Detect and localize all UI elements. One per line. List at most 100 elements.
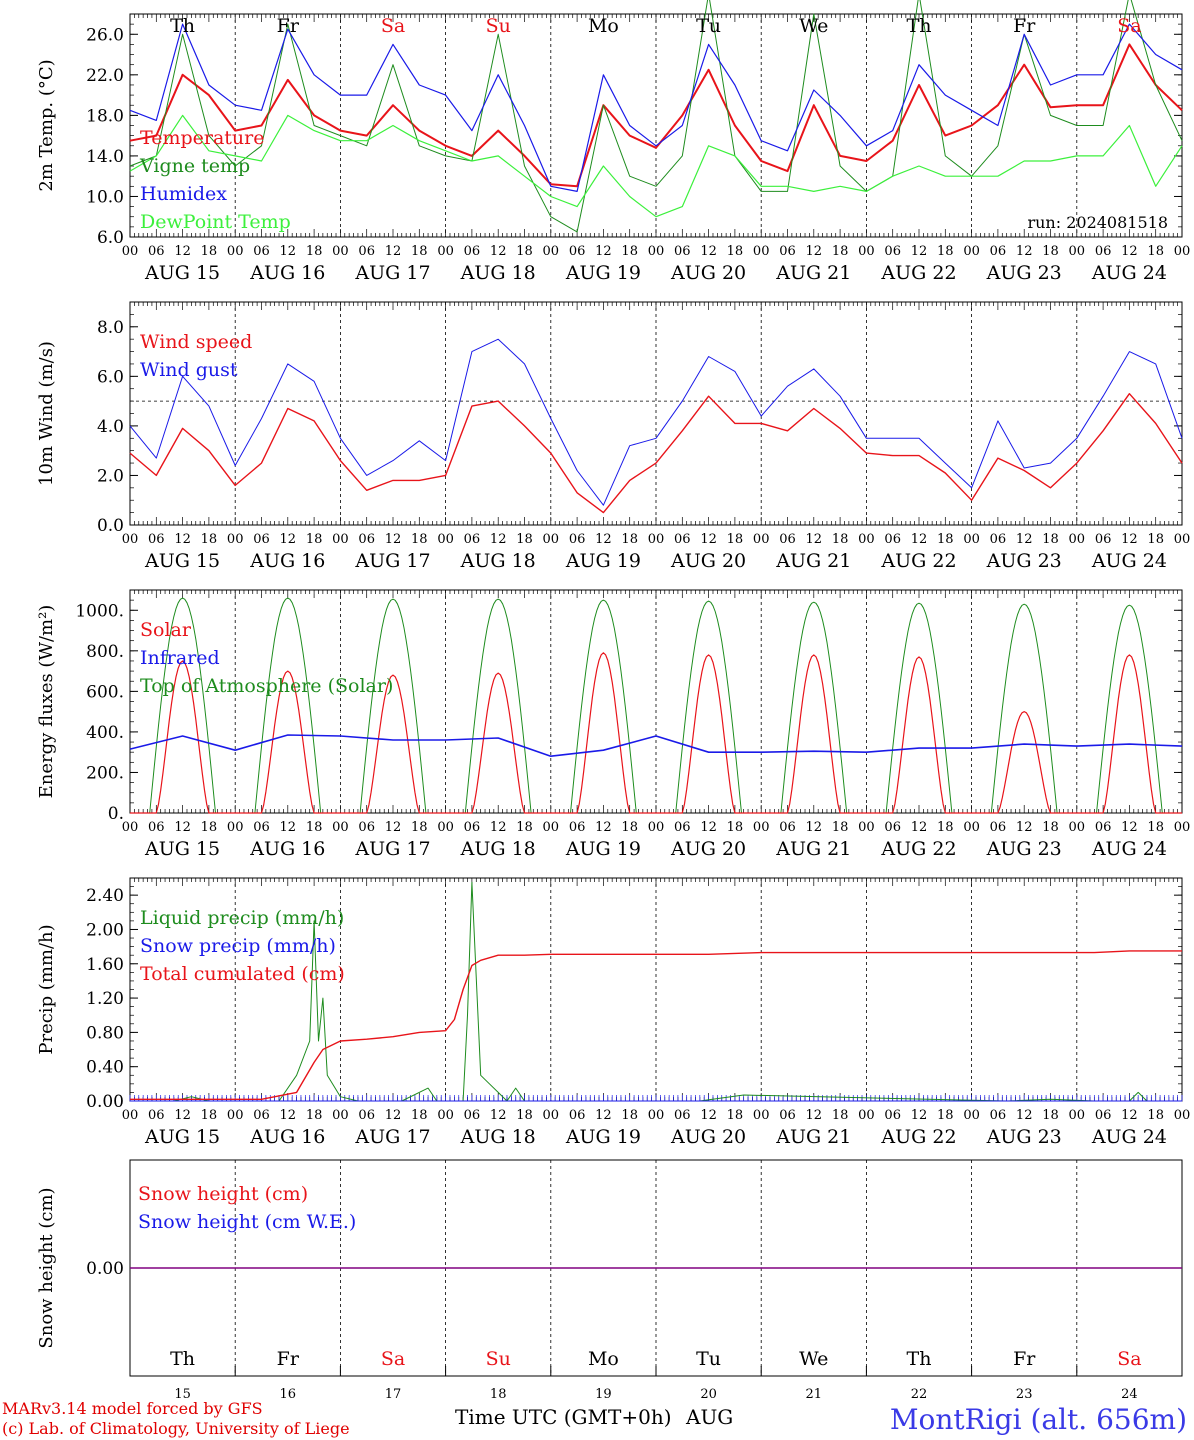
wind-hour-label: 00 xyxy=(437,532,454,547)
snow-day-number: 16 xyxy=(280,1387,297,1402)
snow-weekday-label: Su xyxy=(486,1348,511,1370)
wind-hour-label: 06 xyxy=(884,532,901,547)
temp-hour-label: 18 xyxy=(621,244,638,259)
temp-hour-label: 12 xyxy=(806,244,823,259)
wind-hour-label: 00 xyxy=(122,532,139,547)
wind-hour-label: 00 xyxy=(753,532,770,547)
wind-hour-label: 18 xyxy=(937,532,954,547)
energy-hour-label: 06 xyxy=(148,820,165,835)
energy-hour-label: 12 xyxy=(1016,820,1033,835)
snow-weekday-label: Fr xyxy=(277,1348,300,1370)
wind-y-tick-label: 4.0 xyxy=(97,417,124,437)
precip-hour-label: 12 xyxy=(385,1108,402,1123)
precip-y-tick-label: 0.80 xyxy=(86,1023,124,1043)
wind-y-tick-label: 6.0 xyxy=(97,367,124,387)
precip-hour-label: 00 xyxy=(648,1108,665,1123)
precip-hour-label: 00 xyxy=(543,1108,560,1123)
energy-hour-label: 00 xyxy=(543,820,560,835)
precip-hour-label: 18 xyxy=(306,1108,323,1123)
precip-hour-label: 18 xyxy=(201,1108,218,1123)
temp-hour-label: 18 xyxy=(411,244,428,259)
temp-hour-label: 06 xyxy=(990,244,1007,259)
wind-hour-label: 18 xyxy=(1042,532,1059,547)
temp-series-0 xyxy=(129,43,1183,188)
wind-hour-label: 12 xyxy=(174,532,191,547)
precip-day-label: AUG 16 xyxy=(249,1126,325,1148)
precip-hour-label: 18 xyxy=(1042,1108,1059,1123)
precip-hour-label: 12 xyxy=(911,1108,928,1123)
wind-hour-label: 00 xyxy=(543,532,560,547)
wind-series-0 xyxy=(129,393,1183,514)
energy-legend-2: Top of Atmosphere (Solar) xyxy=(140,675,393,697)
energy-hour-label: 00 xyxy=(122,820,139,835)
energy-hour-label: 06 xyxy=(358,820,375,835)
temp-weekday-label: Fr xyxy=(277,15,300,37)
precip-hour-label: 06 xyxy=(569,1108,586,1123)
time-axis-label: Time UTC (GMT+0h) xyxy=(455,1405,672,1429)
temp-y-tick-label: 26.0 xyxy=(86,25,124,45)
energy-hour-label: 12 xyxy=(700,820,717,835)
wind-day-label: AUG 22 xyxy=(880,550,956,572)
temp-hour-label: 06 xyxy=(148,244,165,259)
precip-hour-label: 06 xyxy=(674,1108,691,1123)
temp-hour-label: 06 xyxy=(569,244,586,259)
temp-hour-label: 00 xyxy=(122,244,139,259)
snow-y-tick-label: 0.00 xyxy=(86,1259,124,1279)
precip-hour-label: 06 xyxy=(1095,1108,1112,1123)
snow-weekday-label: Tu xyxy=(696,1348,721,1370)
wind-hour-label: 18 xyxy=(727,532,744,547)
precip-y-tick-label: 0.40 xyxy=(86,1058,124,1078)
snow-weekday-label: Sa xyxy=(381,1348,405,1370)
wind-hour-label: 12 xyxy=(911,532,928,547)
precip-hour-label: 06 xyxy=(779,1108,796,1123)
snow-day-number: 18 xyxy=(490,1387,507,1402)
wind-hour-label: 12 xyxy=(806,532,823,547)
energy-hour-label: 00 xyxy=(963,820,980,835)
temp-hour-label: 00 xyxy=(963,244,980,259)
temp-hour-label: 12 xyxy=(595,244,612,259)
precip-hour-label: 00 xyxy=(122,1108,139,1123)
wind-panel: 0.0 2.0 4.0 6.0 8.0 10m Wind (m/s) 00 06 12 18 AUG… xyxy=(36,301,1190,572)
energy-hour-label: 00 xyxy=(1174,820,1191,835)
energy-hour-label: 00 xyxy=(648,820,665,835)
wind-legend-1: Wind gust xyxy=(140,359,238,381)
temp-weekday-label: Sa xyxy=(1117,15,1141,37)
precip-hour-label: 18 xyxy=(516,1108,533,1123)
energy-y-tick-label: 400. xyxy=(86,723,124,743)
wind-hour-label: 06 xyxy=(569,532,586,547)
precip-hour-label: 00 xyxy=(227,1108,244,1123)
precip-day-label: AUG 22 xyxy=(880,1126,956,1148)
wind-hour-label: 12 xyxy=(490,532,507,547)
precip-hour-label: 18 xyxy=(1147,1108,1164,1123)
wind-day-label: AUG 20 xyxy=(670,550,746,572)
energy-hour-label: 06 xyxy=(884,820,901,835)
temp-hour-label: 18 xyxy=(201,244,218,259)
energy-hour-label: 06 xyxy=(779,820,796,835)
wind-hour-label: 12 xyxy=(700,532,717,547)
temp-legend-3: DewPoint Temp xyxy=(140,211,291,233)
wind-y-tick-label: 0.0 xyxy=(97,516,124,536)
precip-hour-label: 00 xyxy=(963,1108,980,1123)
wind-legend-0: Wind speed xyxy=(140,331,252,353)
energy-hour-label: 18 xyxy=(411,820,428,835)
snow-day-number: 20 xyxy=(700,1387,717,1402)
temp-frame xyxy=(129,13,1183,238)
precip-y-tick-label: 2.40 xyxy=(86,886,124,906)
energy-hour-label: 06 xyxy=(990,820,1007,835)
energy-day-label: AUG 16 xyxy=(249,838,325,860)
precip-hour-label: 18 xyxy=(411,1108,428,1123)
energy-y-tick-label: 600. xyxy=(86,682,124,702)
wind-hour-label: 18 xyxy=(1147,532,1164,547)
precip-hour-label: 06 xyxy=(884,1108,901,1123)
wind-hour-label: 18 xyxy=(411,532,428,547)
temp-hour-label: 12 xyxy=(280,244,297,259)
temp-day-label: AUG 21 xyxy=(775,262,851,284)
snow-y-axis-label: Snow height (cm) xyxy=(36,1187,57,1348)
energy-frame xyxy=(129,589,1183,814)
temp-hour-label: 00 xyxy=(648,244,665,259)
temp-hour-label: 06 xyxy=(253,244,270,259)
snow-weekday-label: Mo xyxy=(588,1348,619,1370)
precip-hour-label: 00 xyxy=(332,1108,349,1123)
energy-y-tick-label: 0. xyxy=(108,804,124,824)
energy-hour-label: 12 xyxy=(174,820,191,835)
